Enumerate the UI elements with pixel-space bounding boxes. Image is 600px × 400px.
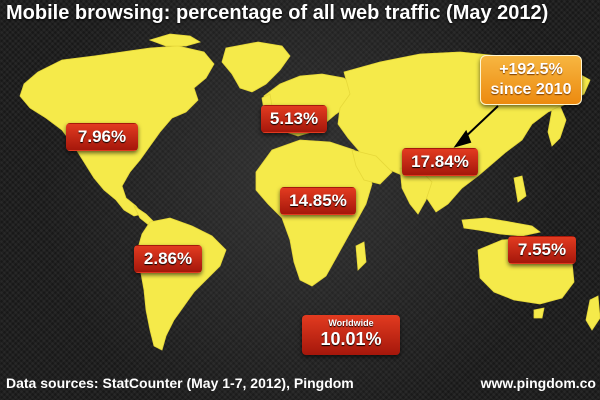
- philippines-shape: [513, 175, 527, 203]
- oceania-label: 7.55%: [508, 236, 576, 264]
- south-america-label: 2.86%: [134, 245, 202, 273]
- greenland-shape: [221, 41, 291, 93]
- arabia-shape: [351, 149, 393, 185]
- madagascar-shape: [355, 241, 367, 271]
- data-sources-note: Data sources: StatCounter (May 1-7, 2012…: [6, 375, 354, 391]
- callout-arrow: [453, 105, 499, 148]
- africa-label: 14.85%: [280, 187, 356, 215]
- arctic-islands-shape: [148, 33, 201, 47]
- south-america-shape: [137, 217, 227, 351]
- page-title: Mobile browsing: percentage of all web t…: [6, 2, 549, 24]
- new-zealand-shape: [585, 295, 600, 331]
- growth-callout-value: +192.5%: [499, 61, 563, 78]
- japan-shape: [547, 105, 567, 147]
- north-america-label: 7.96%: [66, 123, 138, 151]
- indonesia-shape: [461, 217, 541, 237]
- asia-label: 17.84%: [402, 148, 478, 176]
- growth-callout-caption: since 2010: [490, 81, 572, 98]
- europe-label: 5.13%: [261, 105, 327, 133]
- worldwide-badge: Worldwide 10.01%: [302, 315, 400, 355]
- growth-callout: +192.5% since 2010: [480, 55, 582, 105]
- worldwide-value: 10.01%: [320, 329, 382, 349]
- source-website: www.pingdom.co: [480, 375, 596, 391]
- tasmania-shape: [533, 307, 545, 319]
- worldwide-caption: Worldwide: [328, 318, 374, 328]
